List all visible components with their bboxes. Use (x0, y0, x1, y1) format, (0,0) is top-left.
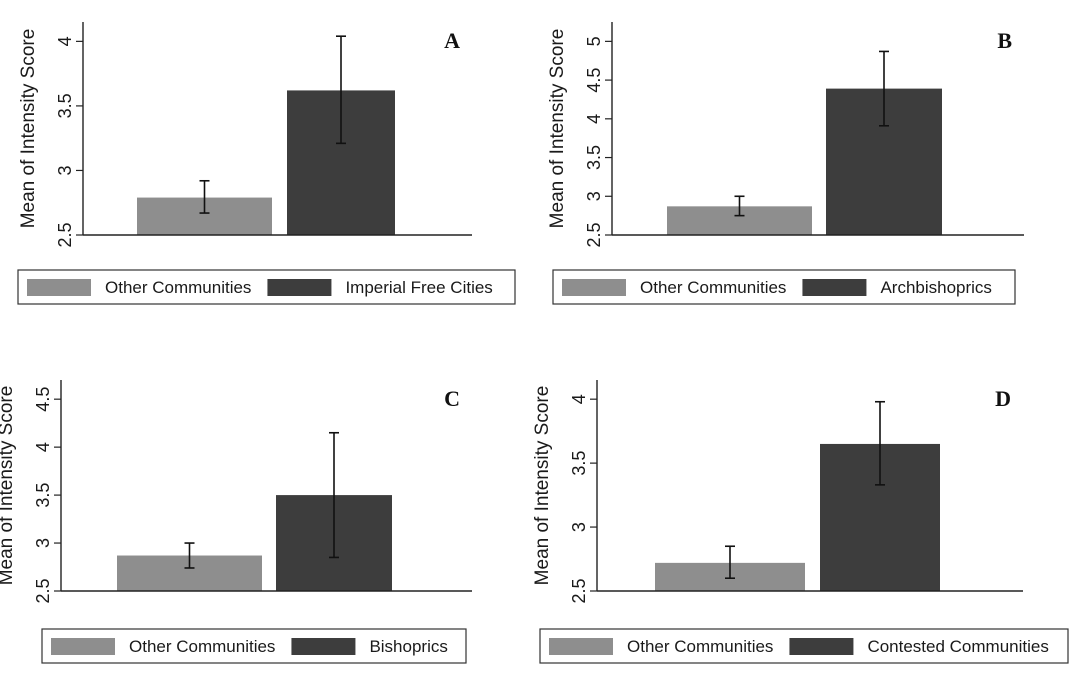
legend: Other Communities Imperial Free Cities (17, 269, 516, 305)
legend: Other Communities Contested Communities (539, 628, 1069, 664)
legend-swatch-highlight (267, 279, 332, 296)
panel-letter: B (997, 28, 1012, 53)
y-tick-label: 2.5 (55, 222, 75, 247)
y-tick-label: 3.5 (33, 483, 53, 508)
panel-letter: C (444, 386, 460, 411)
panel-letter: D (995, 386, 1011, 411)
legend-swatch-highlight (789, 638, 854, 655)
y-tick-label: 3 (55, 165, 75, 175)
legend: Other Communities Bishoprics (41, 628, 467, 664)
chart-panel-c: 2.5 3 3.5 4 4.5 Mean of Intensity Score C Other… (0, 380, 472, 664)
chart-panel-a: 2.5 3 3.5 4 Mean of Intensity Score A Other Co… (17, 22, 516, 305)
legend-swatch-highlight (291, 638, 356, 655)
legend-swatch-other (562, 279, 626, 296)
y-tick-label: 3 (33, 538, 53, 548)
y-tick-label: 2.5 (569, 578, 589, 603)
y-axis-label: Mean of Intensity Score (547, 29, 568, 229)
y-tick-label: 4 (55, 36, 75, 46)
panel-letter: A (444, 28, 460, 53)
legend-label-other: Other Communities (627, 637, 773, 656)
y-tick-label: 5 (584, 36, 604, 46)
legend-label-highlight: Archbishoprics (880, 278, 992, 297)
chart-panel-b: 2.5 3 3.5 4 4.5 5 Mean of Intensity Score B Othe… (547, 22, 1024, 305)
legend-label-other: Other Communities (129, 637, 275, 656)
legend-label-highlight: Imperial Free Cities (345, 278, 492, 297)
chart-panel-d: 2.5 3 3.5 4 Mean of Intensity Score D Other Co… (532, 380, 1069, 664)
y-tick-label: 4 (33, 442, 53, 452)
legend-label-highlight: Bishoprics (369, 637, 447, 656)
legend: Other Communities Archbishoprics (552, 269, 1016, 305)
legend-label-other: Other Communities (640, 278, 786, 297)
y-tick-label: 4 (569, 394, 589, 404)
y-tick-label: 4.5 (584, 68, 604, 93)
y-tick-label: 4.5 (33, 387, 53, 412)
y-tick-label: 3.5 (569, 451, 589, 476)
y-tick-label: 3 (569, 522, 589, 532)
legend-swatch-other (51, 638, 115, 655)
legend-swatch-highlight (802, 279, 867, 296)
y-axis-label: Mean of Intensity Score (0, 386, 17, 586)
y-tick-label: 4 (584, 114, 604, 124)
y-tick-label: 2.5 (584, 222, 604, 247)
legend-box (17, 269, 516, 305)
legend-label-other: Other Communities (105, 278, 251, 297)
legend-box (552, 269, 1016, 305)
y-tick-label: 2.5 (33, 578, 53, 603)
y-tick-label: 3.5 (55, 93, 75, 118)
y-axis-label: Mean of Intensity Score (532, 386, 553, 586)
y-tick-label: 3.5 (584, 145, 604, 170)
y-axis-label: Mean of Intensity Score (18, 29, 39, 229)
y-tick-label: 3 (584, 191, 604, 201)
legend-swatch-other (549, 638, 613, 655)
legend-swatch-other (27, 279, 91, 296)
legend-label-highlight: Contested Communities (867, 637, 1048, 656)
